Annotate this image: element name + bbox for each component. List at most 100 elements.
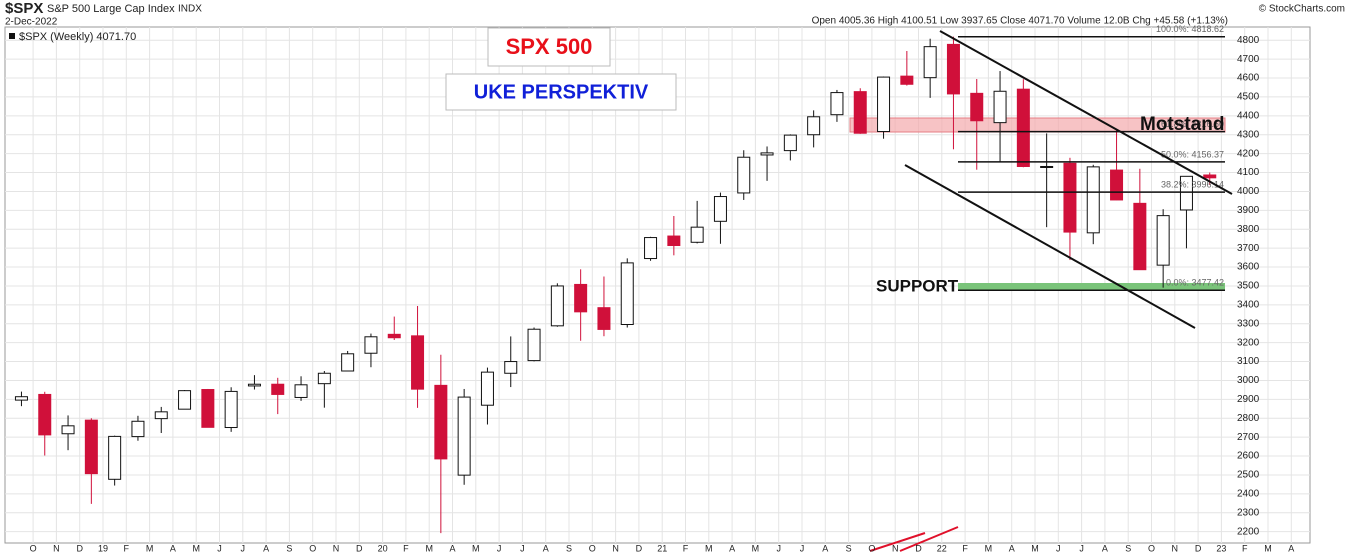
x-tick-label: F	[962, 543, 968, 553]
candle-body	[970, 92, 984, 122]
candle-body	[480, 371, 494, 406]
quote-line: Open 4005.36 High 4100.51 Low 3937.65 Cl…	[812, 16, 1228, 27]
candle-body	[527, 328, 541, 362]
x-tick-label: S	[846, 543, 852, 553]
candle-body	[504, 361, 518, 374]
x-tick-label: O	[1148, 543, 1155, 553]
x-tick-label: M	[1031, 543, 1039, 553]
x-tick-label: 23	[1216, 543, 1226, 553]
candle-body	[1086, 166, 1100, 234]
x-tick-label: M	[425, 543, 433, 553]
candle-body	[434, 384, 448, 460]
x-tick-label: 20	[378, 543, 388, 553]
subtitle: S&P 500 Large Cap Index	[47, 3, 175, 15]
x-tick-label: D	[1195, 543, 1202, 553]
fib-label: 61.8%: 4316.60	[1161, 119, 1224, 129]
y-tick-label: 4200	[1237, 148, 1260, 159]
candle-body	[14, 396, 28, 401]
candle-body	[713, 196, 727, 222]
candle-body	[993, 90, 1007, 124]
x-tick-label: A	[263, 543, 269, 553]
y-tick-label: 4000	[1237, 186, 1260, 197]
candle-body	[946, 43, 960, 95]
y-tick-label: 4100	[1237, 167, 1260, 178]
x-tick-label: M	[752, 543, 760, 553]
fib-label: 50.0%: 4156.37	[1161, 149, 1224, 159]
x-tick-label: A	[822, 543, 828, 553]
doodle	[869, 526, 959, 552]
x-tick-label: F	[403, 543, 409, 553]
candle-body	[597, 307, 611, 330]
x-tick-label: D	[636, 543, 643, 553]
x-tick-label: 19	[98, 543, 108, 553]
x-tick-label: N	[53, 543, 60, 553]
candle-body	[853, 91, 867, 134]
x-tick-label: A	[170, 543, 176, 553]
x-tick-label: M	[192, 543, 200, 553]
candle-body	[1016, 88, 1030, 167]
y-tick-label: 4400	[1237, 110, 1260, 121]
x-tick-label: S	[566, 543, 572, 553]
x-tick-label: A	[1009, 543, 1015, 553]
y-tick-label: 2400	[1237, 488, 1260, 499]
y-tick-label: 3800	[1237, 224, 1260, 235]
candle-body	[1110, 169, 1124, 201]
candle-body	[411, 335, 425, 390]
candle-body	[1179, 175, 1193, 211]
candle-body	[178, 390, 192, 410]
banner-subtitle: UKE PERSPEKTIV	[474, 81, 649, 103]
x-tick-label: N	[892, 543, 899, 553]
candle-body	[900, 75, 914, 85]
y-tick-label: 3600	[1237, 262, 1260, 273]
y-tick-label: 4300	[1237, 129, 1260, 140]
x-tick-label: J	[800, 543, 805, 553]
candle-body	[108, 435, 122, 480]
trend-line-upper	[939, 30, 1233, 195]
candle-body	[877, 76, 891, 133]
banner-title: SPX 500	[506, 34, 593, 59]
candle-body	[620, 262, 634, 326]
x-tick-label: M	[705, 543, 713, 553]
candle-body	[84, 419, 98, 475]
candle-body	[201, 389, 215, 428]
x-tick-label: S	[286, 543, 292, 553]
credit: © StockCharts.com	[1259, 4, 1345, 15]
support-zone	[958, 283, 1225, 291]
y-tick-label: 2200	[1237, 526, 1260, 537]
candle-body	[574, 283, 588, 313]
candle-body	[224, 390, 238, 429]
support-label: SUPPORT	[876, 276, 959, 295]
y-tick-label: 4500	[1237, 92, 1260, 103]
candle-body	[1040, 165, 1054, 168]
legend: $SPX (Weekly) 4071.70	[19, 31, 136, 43]
candle-body	[830, 92, 844, 116]
x-tick-label: 22	[937, 543, 947, 553]
candle-body	[690, 226, 704, 243]
legend-swatch	[9, 33, 15, 39]
x-tick-label: D	[356, 543, 363, 553]
candle-body	[271, 383, 285, 395]
candle-body	[923, 46, 937, 79]
y-tick-label: 3300	[1237, 318, 1260, 329]
x-tick-label: O	[589, 543, 596, 553]
fib-label: 0.0%: 3477.42	[1166, 278, 1224, 288]
symbol: $SPX	[5, 0, 43, 17]
y-tick-label: 3400	[1237, 299, 1260, 310]
y-tick-label: 3100	[1237, 356, 1260, 367]
x-tick-label: M	[146, 543, 154, 553]
x-tick-label: O	[868, 543, 875, 553]
x-tick-label: S	[1125, 543, 1131, 553]
candle-body	[154, 411, 168, 420]
candle-body	[1063, 162, 1077, 233]
y-tick-label: 3500	[1237, 281, 1260, 292]
y-tick-label: 3900	[1237, 205, 1260, 216]
resistance-label: Motstand	[1140, 114, 1224, 135]
x-tick-label: F	[124, 543, 130, 553]
x-tick-label: A	[729, 543, 735, 553]
x-tick-label: N	[612, 543, 619, 553]
y-tick-label: 4800	[1237, 35, 1260, 46]
x-tick-label: A	[449, 543, 455, 553]
y-tick-label: 2700	[1237, 432, 1260, 443]
fib-label: 38.2%: 3996.14	[1161, 180, 1224, 190]
x-tick-label: F	[683, 543, 689, 553]
